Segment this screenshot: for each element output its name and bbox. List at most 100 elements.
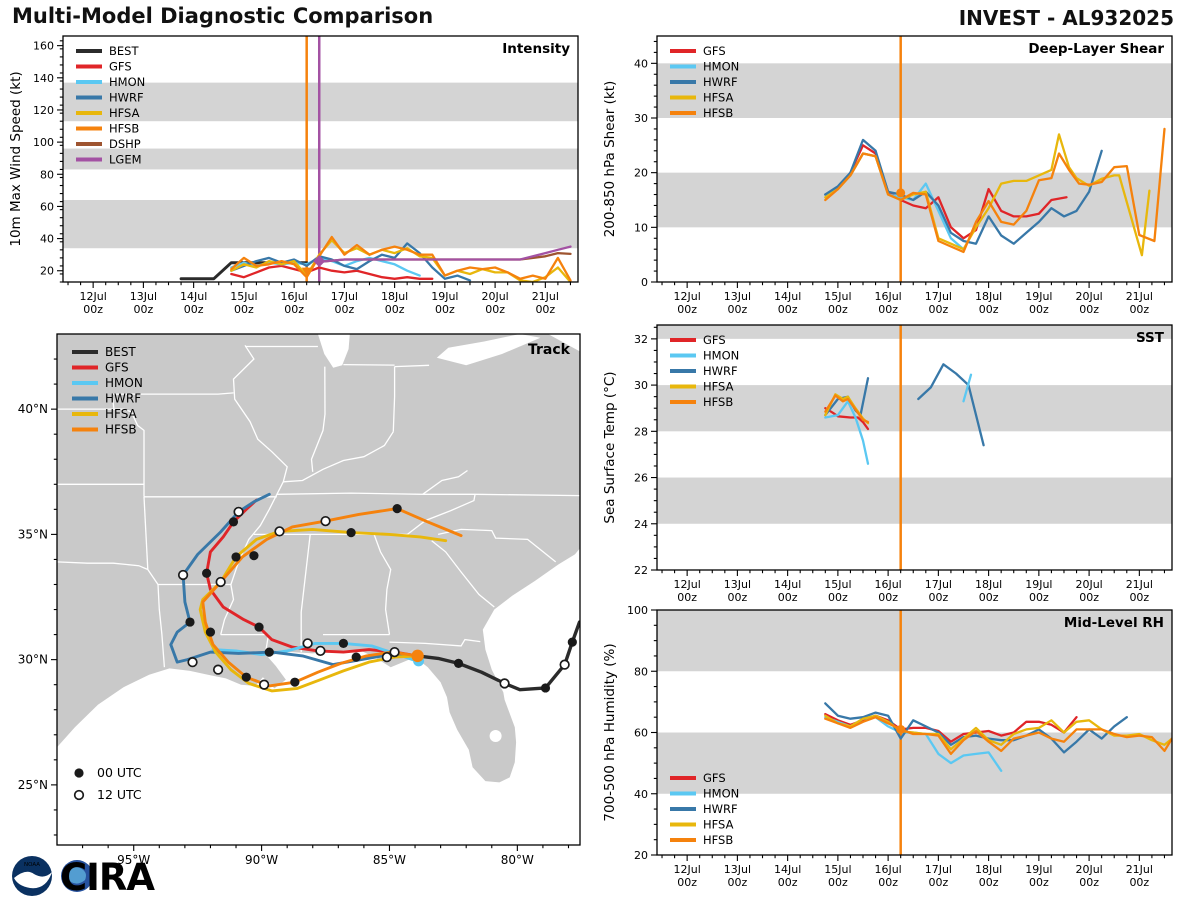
y-tick-label: 60 bbox=[40, 200, 54, 213]
map-frame bbox=[56, 333, 581, 846]
x-tick-sublabel: 00z bbox=[1029, 591, 1049, 604]
x-tick-sublabel: 00z bbox=[828, 303, 848, 316]
state-border bbox=[389, 638, 481, 647]
state-border bbox=[431, 540, 495, 608]
y-tick-label: 30 bbox=[634, 112, 648, 125]
legend-label-gfs: GFS bbox=[109, 60, 132, 74]
init-marker-arrow bbox=[301, 267, 312, 276]
x-tick-sublabel: 00z bbox=[1079, 876, 1099, 889]
x-tick-label: 15Jul bbox=[824, 863, 851, 876]
axes-frame bbox=[62, 35, 579, 283]
marker-00utc bbox=[338, 638, 349, 648]
x-tick-sublabel: 00z bbox=[878, 591, 898, 604]
map-y-tick-label: 35°N bbox=[18, 527, 48, 541]
y-tick-label: 20 bbox=[40, 265, 54, 278]
y-tick-label: 30 bbox=[634, 379, 648, 392]
map-y-tick-label: 40°N bbox=[18, 402, 48, 416]
x-tick-label: 19Jul bbox=[1025, 578, 1052, 591]
marker-12utc bbox=[274, 526, 285, 537]
map-x-tick-label: 90°W bbox=[245, 853, 278, 867]
page-title: Multi-Model Diagnostic Comparison bbox=[12, 4, 434, 28]
marker-12utc bbox=[177, 569, 189, 581]
x-tick-label: 15Jul bbox=[230, 290, 257, 303]
x-tick-sublabel: 00z bbox=[727, 591, 747, 604]
y-tick-label: 100 bbox=[33, 136, 54, 149]
marker-00utc bbox=[185, 617, 195, 627]
x-tick-sublabel: 00z bbox=[435, 303, 455, 316]
marker-12utc bbox=[302, 638, 313, 649]
track-best bbox=[415, 620, 580, 692]
marker-00utc bbox=[228, 517, 239, 527]
y-tick-label: 140 bbox=[33, 72, 54, 85]
legend-label-hfsb: HFSB bbox=[109, 122, 139, 136]
sst-ylabel: Sea Surface Temp (°C) bbox=[602, 371, 618, 523]
legend-label-hmon: HMON bbox=[105, 376, 143, 390]
marker-00utc bbox=[290, 677, 300, 687]
x-tick-label: 14Jul bbox=[774, 290, 801, 303]
x-tick-sublabel: 00z bbox=[778, 591, 798, 604]
cira-globe-land bbox=[67, 866, 86, 884]
map-canvas bbox=[57, 334, 580, 845]
legend-label-gfs: GFS bbox=[703, 44, 726, 58]
sst-panel: 12Jul00z13Jul00z14Jul00z15Jul00z16Jul00z… bbox=[602, 324, 1173, 604]
sst-series-group bbox=[824, 363, 985, 465]
lake bbox=[548, 334, 580, 352]
map-x-tick-label: 95°W bbox=[117, 853, 150, 867]
lake bbox=[436, 334, 541, 366]
x-tick-label: 19Jul bbox=[431, 290, 458, 303]
marker-12utc bbox=[215, 576, 226, 588]
rh-corner-title: Mid-Level RH bbox=[1064, 615, 1164, 631]
x-tick-label: 17Jul bbox=[925, 578, 952, 591]
y-tick-label: 24 bbox=[634, 518, 648, 531]
marker-00utc bbox=[392, 503, 402, 514]
category-band bbox=[63, 200, 578, 249]
x-tick-label: 20Jul bbox=[1075, 863, 1102, 876]
legend-label-hmon: HMON bbox=[109, 75, 145, 89]
y-tick-label: 80 bbox=[40, 168, 54, 181]
state-border bbox=[392, 366, 396, 432]
land-mass bbox=[57, 334, 580, 783]
x-tick-label: 13Jul bbox=[724, 863, 751, 876]
legend-label-hfsb: HFSB bbox=[703, 106, 733, 120]
legend-label-best: BEST bbox=[105, 345, 136, 359]
x-tick-label: 18Jul bbox=[975, 290, 1002, 303]
noaa-logo-text: NOAA bbox=[24, 862, 40, 868]
marker-12utc bbox=[499, 678, 510, 689]
x-tick-sublabel: 00z bbox=[385, 303, 405, 316]
x-tick-label: 12Jul bbox=[674, 863, 701, 876]
y-tick-label: 26 bbox=[634, 472, 648, 485]
marker-00utc bbox=[241, 672, 251, 682]
x-tick-label: 13Jul bbox=[130, 290, 157, 303]
shear-corner-title: Deep-Layer Shear bbox=[1028, 41, 1164, 57]
utc-marker-legend: 00 UTC 12 UTC bbox=[73, 765, 142, 802]
marker-12utc bbox=[233, 506, 244, 517]
x-tick-label: 14Jul bbox=[774, 578, 801, 591]
track-hfsa bbox=[198, 527, 448, 693]
marker-12utc bbox=[381, 651, 393, 663]
track-map-panel: 95°W 90°W 85°W 80°W 25°N 30°N 35°N 40°N Track BES… bbox=[18, 333, 581, 867]
series-intensity-hwrf bbox=[230, 242, 472, 282]
legend-label-gfs: GFS bbox=[105, 361, 129, 375]
x-tick-sublabel: 00z bbox=[878, 303, 898, 316]
x-tick-sublabel: 00z bbox=[1029, 876, 1049, 889]
y-tick-label: 32 bbox=[634, 333, 648, 346]
state-border bbox=[147, 569, 159, 585]
state-border bbox=[300, 534, 311, 653]
marker-12utc bbox=[315, 645, 326, 657]
category-band bbox=[657, 325, 1172, 339]
marker-12utc bbox=[320, 515, 331, 527]
x-tick-sublabel: 00z bbox=[828, 876, 848, 889]
series-intensity-lgem bbox=[318, 245, 572, 264]
legend-label-hmon: HMON bbox=[703, 349, 739, 363]
cira-logo-text: CIRA bbox=[60, 856, 155, 899]
state-border bbox=[111, 392, 234, 485]
legend-label-hfsa: HFSA bbox=[105, 407, 138, 421]
legend-label-hwrf: HWRF bbox=[703, 75, 738, 89]
marker-12utc bbox=[259, 679, 270, 690]
x-tick-sublabel: 00z bbox=[1029, 303, 1049, 316]
map-y-tick-label: 30°N bbox=[18, 653, 48, 667]
marker-00utc bbox=[231, 552, 241, 562]
x-tick-sublabel: 00z bbox=[284, 303, 304, 316]
